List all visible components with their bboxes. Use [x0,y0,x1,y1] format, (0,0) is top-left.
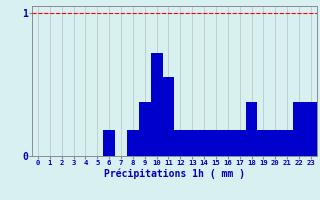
Bar [234,130,246,156]
Bar [305,102,317,156]
Bar [127,130,139,156]
Bar [186,130,198,156]
Bar [210,130,222,156]
Bar [258,130,269,156]
Bar [293,102,305,156]
Bar [269,130,281,156]
Bar [163,77,174,156]
Bar [151,53,163,156]
Bar [139,102,151,156]
Bar [103,130,115,156]
Bar [246,102,258,156]
X-axis label: Précipitations 1h ( mm ): Précipitations 1h ( mm ) [104,169,245,179]
Bar [281,130,293,156]
Bar [198,130,210,156]
Bar [222,130,234,156]
Bar [174,130,186,156]
